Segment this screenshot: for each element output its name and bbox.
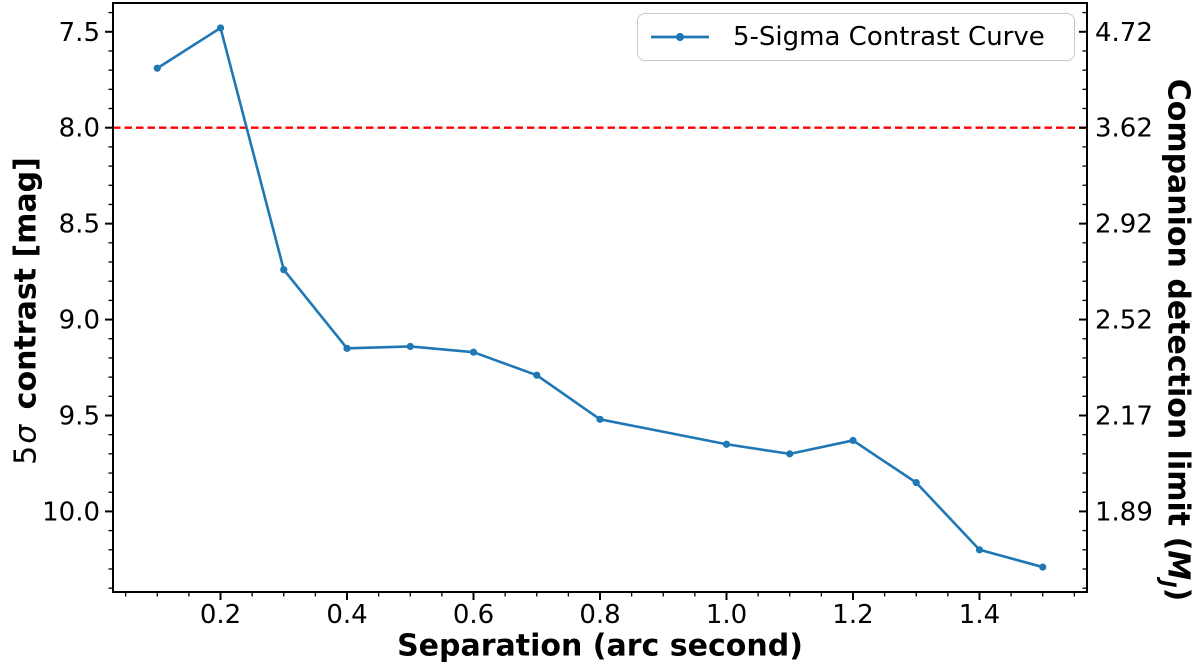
- legend-box: 5-Sigma Contrast Curve: [637, 13, 1075, 61]
- mass-variable-subscript: J: [1156, 580, 1181, 588]
- y-right-tick-label: 2.17: [1095, 401, 1153, 431]
- x-tick-label: 1.0: [706, 600, 747, 630]
- data-point-marker: [153, 64, 161, 72]
- y-right-tick-label: 1.89: [1095, 497, 1153, 527]
- y-right-tick-label: 4.72: [1095, 18, 1153, 48]
- y-right-title-close: ): [1160, 587, 1196, 602]
- y-left-tick-label: 7.5: [59, 18, 100, 48]
- y-axis-title-right: Companion detection limit (MJ): [1157, 78, 1196, 602]
- y-left-tick-label: 8.5: [59, 210, 100, 240]
- x-tick-label: 0.2: [200, 600, 241, 630]
- y-left-title-text: contrast [mag]: [8, 157, 44, 420]
- y-left-tick-label: 10.0: [42, 497, 100, 527]
- x-axis-title-text: Separation (arc second): [397, 628, 803, 664]
- legend-line-marker-icon: [651, 33, 709, 41]
- data-point-marker: [596, 415, 604, 423]
- contrast-curve-line: [155, 26, 1045, 569]
- mass-variable-symbol: M: [1160, 550, 1196, 581]
- data-point-marker: [280, 266, 288, 274]
- data-point-marker: [912, 479, 920, 487]
- data-point-marker: [216, 24, 225, 32]
- x-tick-label: 0.6: [453, 600, 494, 630]
- y-left-tick-label: 9.5: [59, 401, 100, 431]
- y-left-tick-label: 8.0: [59, 114, 100, 144]
- y-left-title-prefix: 5: [8, 445, 44, 465]
- y-left-tick-label: 9.0: [59, 306, 100, 336]
- data-point-marker: [786, 450, 794, 458]
- data-point-marker: [1039, 563, 1047, 571]
- x-tick-label: 0.8: [579, 600, 620, 630]
- x-tick-label: 1.2: [832, 600, 873, 630]
- data-point-marker: [722, 440, 731, 448]
- x-tick-label: 1.4: [959, 600, 1000, 630]
- data-point-marker: [849, 436, 857, 445]
- data-point-marker: [533, 371, 541, 379]
- data-point-marker: [975, 546, 984, 554]
- y-axis-title-left: 5σ contrast [mag]: [9, 157, 44, 465]
- y-right-title-text: Companion detection limit (: [1160, 78, 1196, 551]
- data-point-marker: [469, 348, 478, 356]
- x-axis-title: Separation (arc second): [397, 629, 803, 664]
- x-tick-label: 0.4: [326, 600, 367, 630]
- data-point-marker: [343, 344, 351, 352]
- plot-border: [112, 2, 1088, 593]
- y-right-tick-label: 2.92: [1095, 210, 1153, 240]
- y-right-tick-label: 3.62: [1095, 114, 1153, 144]
- legend-label: 5-Sigma Contrast Curve: [733, 22, 1045, 52]
- y-right-tick-label: 2.52: [1095, 306, 1153, 336]
- sigma-symbol: σ: [8, 424, 44, 444]
- data-point-marker: [406, 342, 414, 351]
